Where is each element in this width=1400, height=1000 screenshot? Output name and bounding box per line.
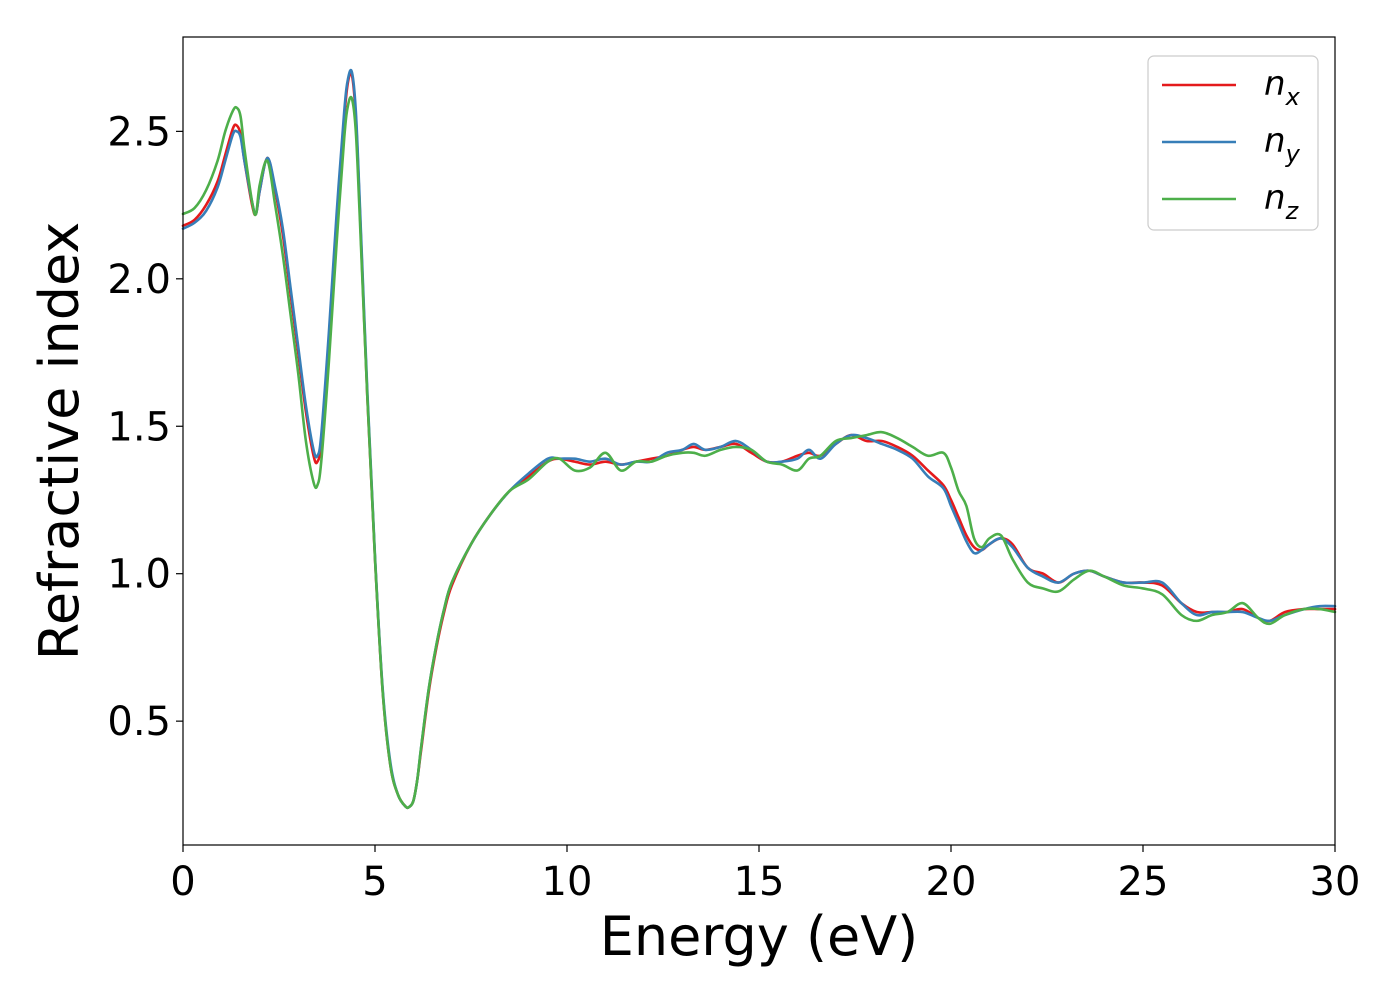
legend-label-subscript: y [1285,140,1301,168]
x-tick-label: 25 [1118,859,1169,905]
x-tick-label: 30 [1310,859,1361,905]
series-line-y [181,68,1337,810]
y-tick-label: 2.5 [107,109,171,155]
x-axis: 0 5 10 15 20 25 30 [170,845,1360,905]
legend-label-main: n [1264,64,1286,104]
legend-label-y: ny [1264,121,1301,168]
series-line-z [181,95,1337,810]
y-tick-label: 0.5 [107,699,171,745]
x-tick-label: 0 [170,859,195,905]
y-axis-label: Refractive index [28,222,91,661]
legend-label-x: nx [1264,64,1301,111]
legend-label-subscript: x [1285,83,1301,111]
y-axis: 0.5 1.0 1.5 2.0 2.5 [107,109,183,745]
y-tick-label: 1.0 [107,552,171,598]
x-axis-label: Energy (eV) [600,905,919,968]
series-layer [181,68,1337,810]
x-tick-label: 20 [926,859,977,905]
legend-label-z: nz [1264,178,1300,225]
legend-label-main: n [1264,178,1286,218]
legend-label-subscript: z [1285,197,1300,225]
legend-label-main: n [1264,121,1286,161]
x-tick-label: 5 [362,859,387,905]
y-tick-label: 2.0 [107,257,171,303]
x-tick-label: 10 [542,859,593,905]
x-tick-label: 15 [734,859,785,905]
y-tick-label: 1.5 [107,404,171,450]
